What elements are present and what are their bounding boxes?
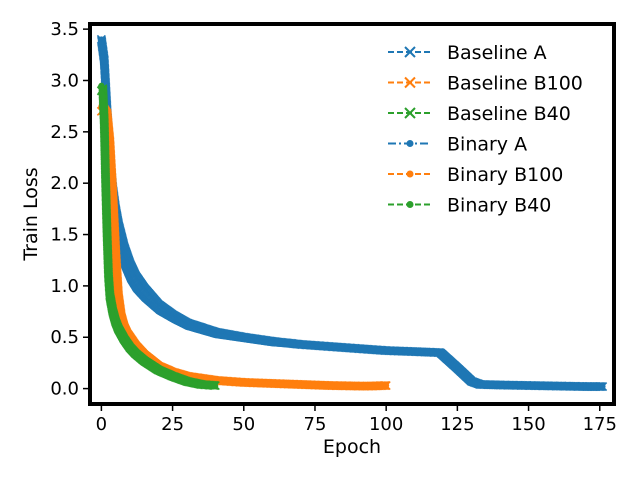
x-axis-label: Epoch xyxy=(323,436,381,458)
series-markers xyxy=(98,82,219,390)
y-tick-label: 0.0 xyxy=(50,379,79,400)
legend-label: Binary B40 xyxy=(447,195,551,217)
series-layer xyxy=(96,34,608,392)
legend-marker xyxy=(404,107,416,119)
x-tick-label: 50 xyxy=(232,414,255,435)
legend-item: Binary A xyxy=(388,134,527,156)
y-tick-label: 1.5 xyxy=(50,225,79,246)
legend-label: Baseline B100 xyxy=(447,73,583,95)
legend-item: Binary B100 xyxy=(388,164,563,186)
legend-marker xyxy=(404,46,416,58)
legend-label: Baseline B40 xyxy=(447,103,571,125)
y-tick-label: 3.0 xyxy=(50,70,79,91)
x-tick-label: 150 xyxy=(511,414,545,435)
y-tick-label: 0.5 xyxy=(50,327,79,348)
y-tick-label: 2.5 xyxy=(50,122,79,143)
legend-label: Baseline A xyxy=(447,42,547,64)
x-tick-label: 100 xyxy=(369,414,403,435)
legend-item: Binary B40 xyxy=(388,195,551,217)
y-tick-label: 2.0 xyxy=(50,173,79,194)
x-tick-label: 175 xyxy=(583,414,617,435)
x-tick-label: 75 xyxy=(304,414,327,435)
x-tick-label: 25 xyxy=(161,414,184,435)
series-binary-b40 xyxy=(98,82,219,390)
y-axis-label: Train Loss xyxy=(20,167,42,261)
data-point xyxy=(599,383,606,390)
legend-label: Binary B100 xyxy=(447,164,563,186)
legend: Baseline A Baseline B100 Baseline B40 Binar… xyxy=(388,42,583,217)
data-point xyxy=(212,383,219,390)
legend-item: Baseline A xyxy=(388,42,547,64)
legend-item: Baseline B100 xyxy=(388,73,583,95)
y-tick-label: 3.5 xyxy=(50,19,79,40)
y-axis: 0.0 0.5 1.0 1.5 2.0 2.5 3.0 3.5 xyxy=(50,19,90,400)
legend-marker xyxy=(406,170,414,178)
legend-marker xyxy=(406,201,414,208)
x-tick-label: 0 xyxy=(96,414,107,435)
legend-label: Binary A xyxy=(447,134,527,156)
legend-item: Baseline B40 xyxy=(388,103,571,125)
data-point xyxy=(383,382,390,389)
y-tick-label: 1.0 xyxy=(50,276,79,297)
legend-marker xyxy=(406,140,414,147)
x-axis: 0 25 50 75 100 125 150 175 xyxy=(96,404,617,435)
plot-frame xyxy=(88,22,616,406)
x-tick-label: 125 xyxy=(440,414,474,435)
legend-marker xyxy=(404,76,416,89)
